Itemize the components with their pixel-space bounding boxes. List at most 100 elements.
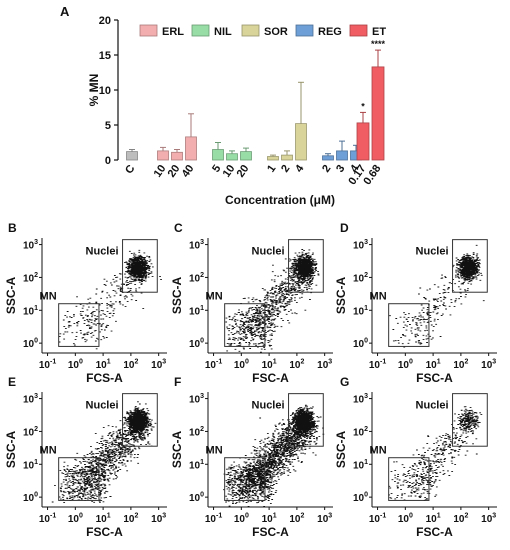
x-tick-label: 103	[317, 359, 332, 372]
nuclei-gate	[452, 239, 488, 293]
y-tick-label: 103	[353, 393, 368, 406]
x-axis-label: Concentration (μM)	[225, 193, 335, 207]
event-dots	[389, 244, 485, 348]
mn-gate	[224, 303, 266, 347]
x-tick-label: 103	[481, 359, 496, 372]
y-tick-label: 101	[189, 305, 204, 318]
x-tick-label: 10	[152, 163, 169, 180]
y-tick-label: 101	[353, 305, 368, 318]
nuclei-gate-label: Nuclei	[86, 399, 119, 411]
bar	[212, 149, 224, 161]
y-tick-label: 100	[23, 338, 38, 351]
bar	[356, 122, 370, 161]
y-tick-label: 101	[23, 305, 38, 318]
y-tick-label: 102	[353, 272, 368, 285]
x-tick-label: 10-1	[369, 359, 386, 372]
y-tick-label: 103	[23, 393, 38, 406]
x-tick-label: C	[123, 163, 137, 176]
x-tick-label: 3	[334, 163, 347, 175]
bar	[281, 154, 293, 161]
nuclei-gate-label: Nuclei	[252, 245, 285, 257]
y-tick-label: 102	[353, 426, 368, 439]
x-tick-label: 20	[235, 163, 252, 180]
significance-marker: *	[361, 101, 365, 111]
x-axis-label: FCS-A	[86, 371, 123, 385]
bar	[267, 156, 279, 161]
y-tick-label: 100	[189, 492, 204, 505]
x-tick-label: 10	[221, 163, 238, 180]
y-tick-label: 20	[99, 15, 111, 27]
event-dots	[58, 249, 162, 350]
x-tick-label: 0.68	[361, 163, 383, 187]
legend-swatch	[139, 24, 158, 37]
bar	[240, 151, 252, 161]
nuclei-gate-label: Nuclei	[416, 245, 449, 257]
nuclei-gate	[122, 239, 158, 293]
mn-gate-label: MN	[40, 291, 57, 303]
x-tick-label: 101	[262, 359, 277, 372]
mn-gate	[224, 457, 266, 501]
y-axis-label: SSC-A	[4, 277, 18, 315]
x-axis-label: FSC-A	[252, 371, 289, 385]
panel-letter: E	[8, 375, 16, 389]
y-tick-label: 101	[23, 459, 38, 472]
x-tick-label: 100	[234, 359, 249, 372]
mn-gate	[58, 457, 100, 501]
x-axis-label: FSC-A	[416, 371, 453, 385]
x-tick-label: 100	[68, 359, 83, 372]
x-tick-label: 100	[398, 513, 413, 526]
significance-marker: ****	[371, 39, 386, 49]
x-tick-label: 101	[426, 513, 441, 526]
x-tick-label: 10-1	[369, 513, 386, 526]
panel-letter: G	[340, 375, 349, 389]
legend-label: ET	[372, 26, 386, 38]
y-tick-label: 103	[23, 239, 38, 252]
y-axis-label: SSC-A	[334, 277, 348, 315]
x-tick-label: 102	[453, 513, 468, 526]
y-tick-label: 100	[189, 338, 204, 351]
legend-swatch	[241, 24, 260, 37]
legend-label: SOR	[264, 26, 288, 38]
bar	[371, 66, 385, 161]
x-axis-label: FSC-A	[252, 525, 289, 539]
mn-gate	[58, 303, 100, 347]
nuclei-gate	[452, 393, 488, 447]
y-axis-label: % MN	[87, 74, 101, 107]
x-tick-label: 10-1	[205, 513, 222, 526]
x-tick-label: 5	[210, 163, 223, 175]
event-dots	[51, 401, 157, 503]
y-tick-label: 103	[353, 239, 368, 252]
mn-gate-label: MN	[206, 445, 223, 457]
y-tick-label: 103	[189, 239, 204, 252]
bar	[157, 150, 169, 161]
x-tick-label: 103	[481, 513, 496, 526]
bar	[336, 150, 348, 161]
event-dots	[388, 406, 483, 502]
nuclei-gate	[288, 393, 324, 447]
nuclei-gate-label: Nuclei	[252, 399, 285, 411]
y-axis-label: SSC-A	[334, 431, 348, 469]
y-tick-label: 0	[105, 155, 111, 167]
x-tick-label: 103	[151, 359, 166, 372]
y-axis-label: SSC-A	[4, 431, 18, 469]
bar	[226, 153, 238, 161]
x-axis-label: FSC-A	[86, 525, 123, 539]
y-tick-label: 10	[99, 85, 111, 97]
mn-gate-label: MN	[206, 291, 223, 303]
bar	[171, 151, 183, 161]
x-tick-label: 1	[265, 163, 278, 175]
y-tick-label: 102	[23, 426, 38, 439]
x-tick-label: 40	[180, 163, 197, 180]
legend-swatch	[349, 24, 368, 37]
mn-gate	[388, 457, 430, 501]
x-tick-label: 100	[234, 513, 249, 526]
x-tick-label: 101	[96, 359, 111, 372]
x-tick-label: 103	[317, 513, 332, 526]
mn-gate-label: MN	[370, 291, 387, 303]
x-tick-label: 103	[151, 513, 166, 526]
